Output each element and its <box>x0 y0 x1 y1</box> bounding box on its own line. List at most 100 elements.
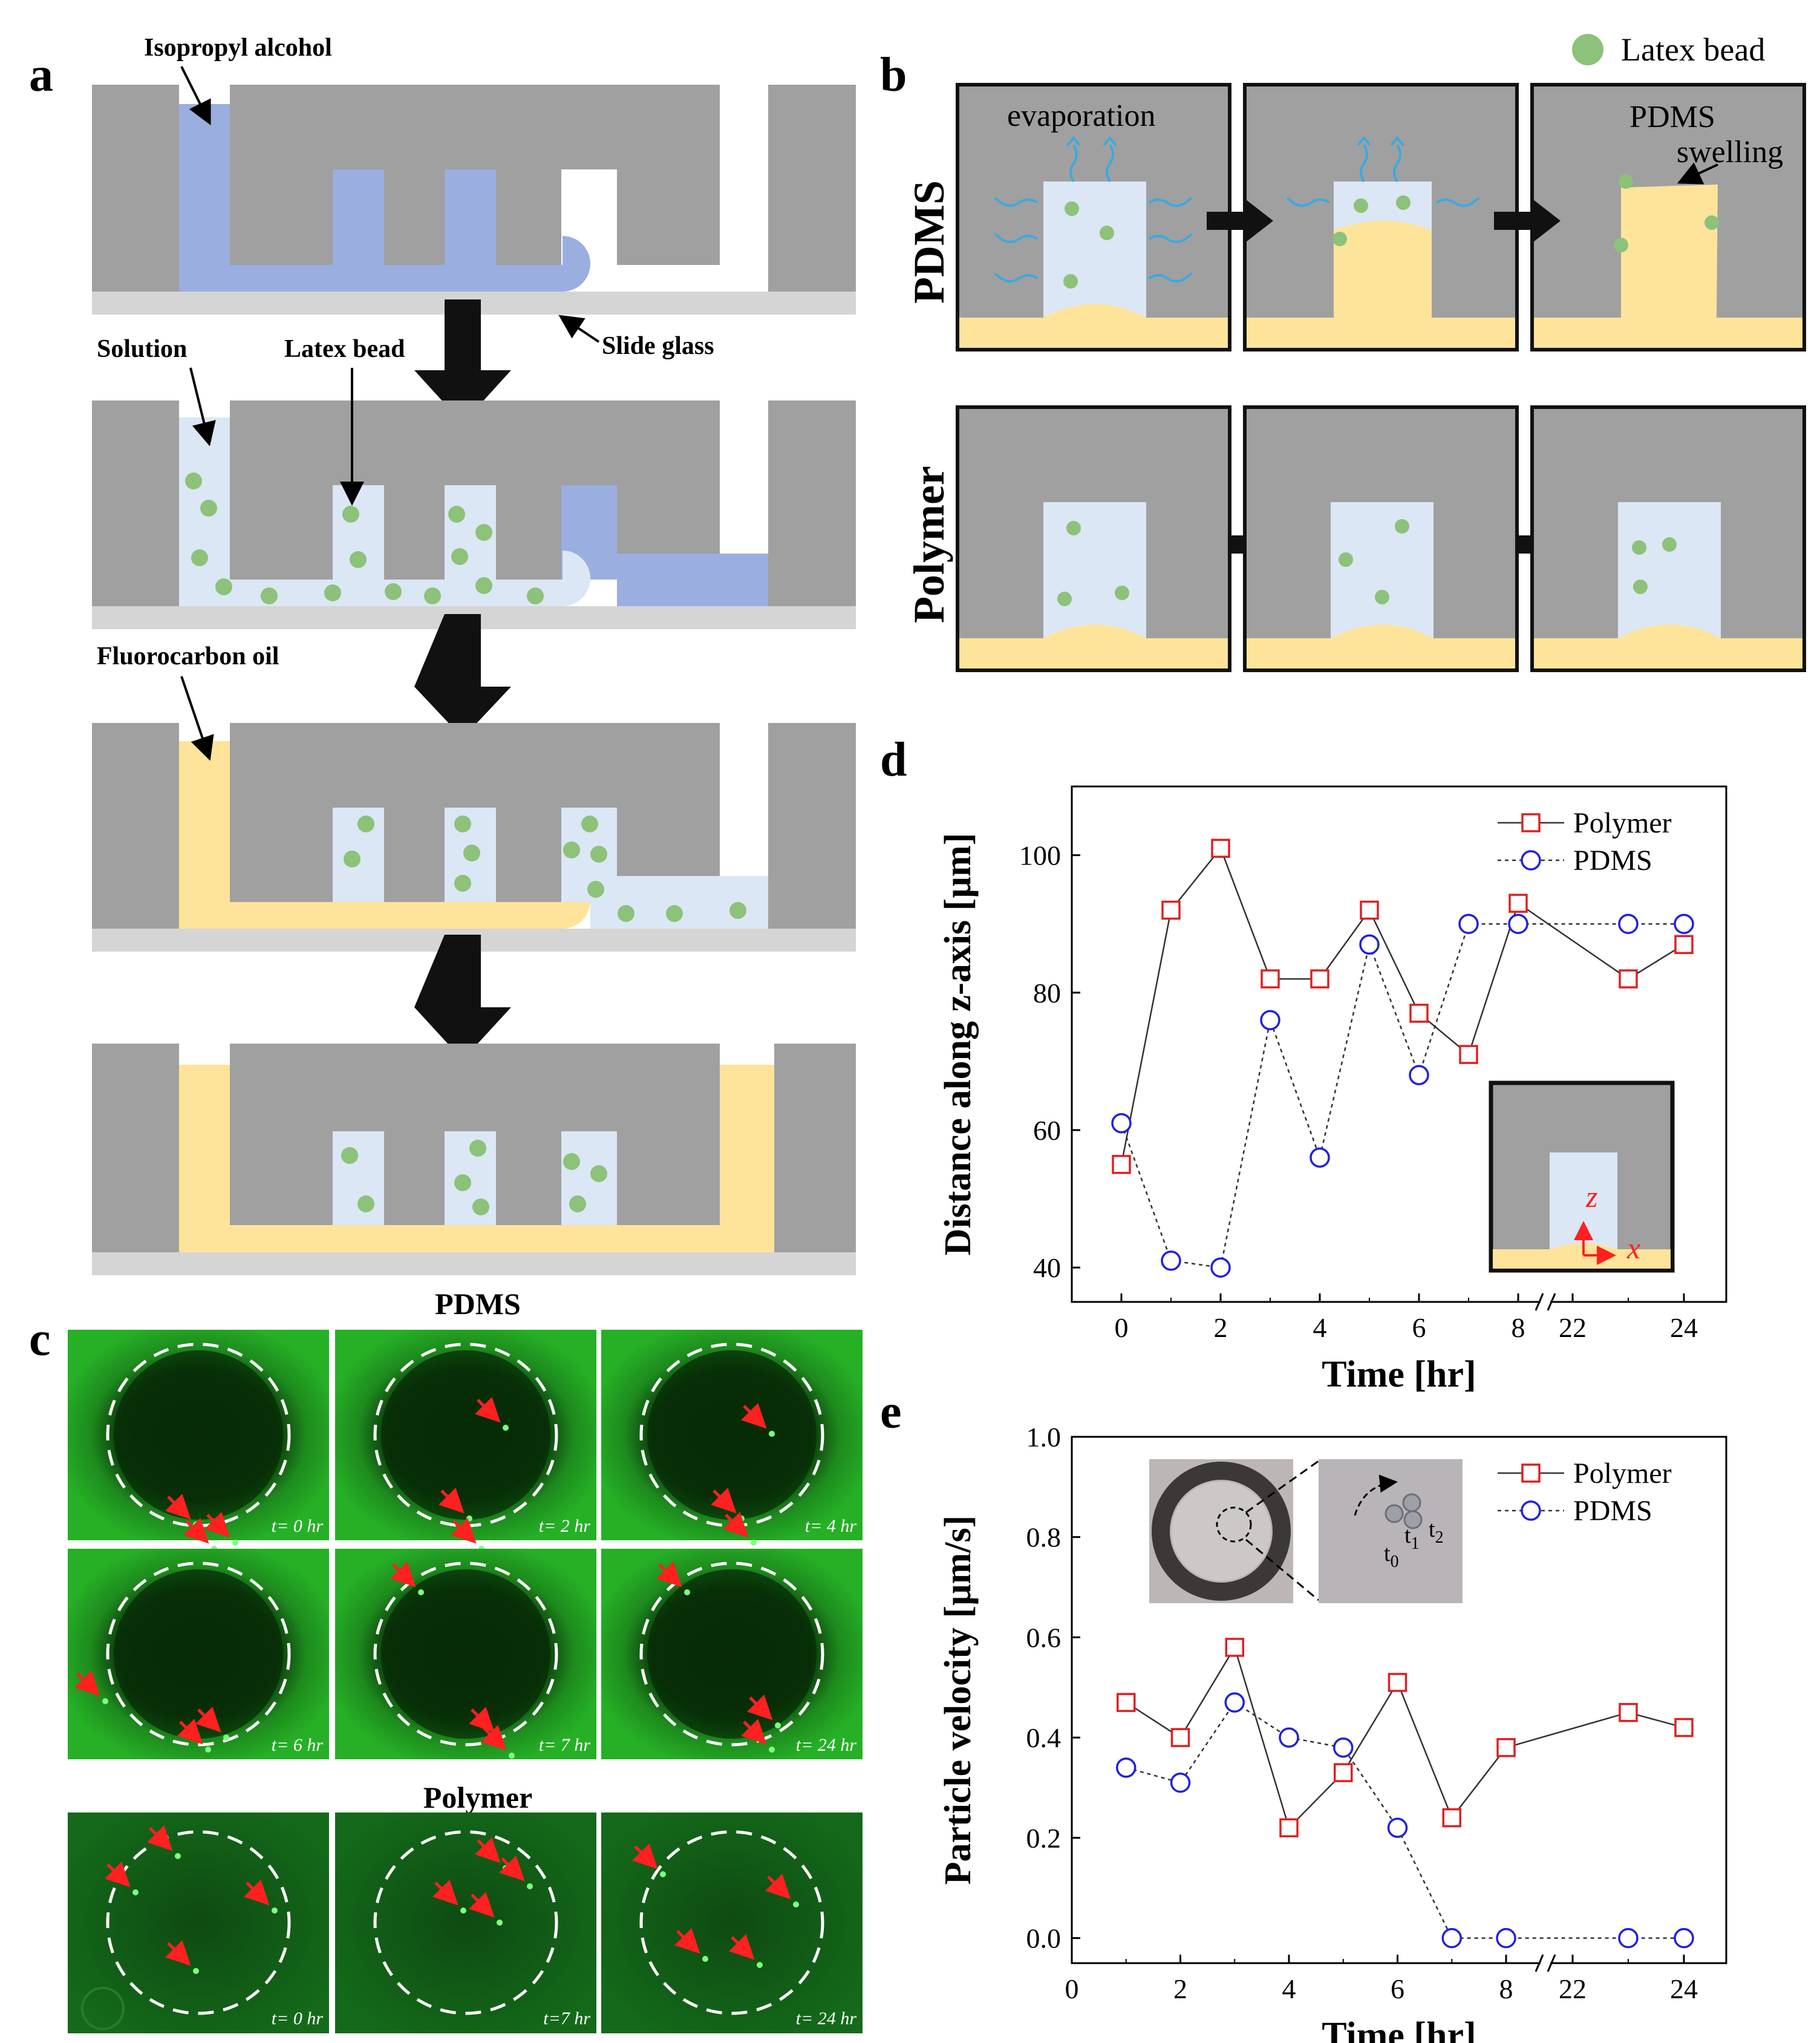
red-arrow <box>469 1892 495 1918</box>
point-polymer <box>1211 838 1230 858</box>
red-arrow <box>74 1670 100 1696</box>
panel-a-step3: Fluorocarbon oil <box>92 642 856 952</box>
point-polymer <box>1261 969 1280 989</box>
label-arrow <box>1677 162 1718 185</box>
bead-group <box>341 1140 607 1215</box>
dashed-boundary <box>373 1561 558 1747</box>
bead-group <box>185 472 544 604</box>
panel-c-label: c <box>29 1313 51 1366</box>
oil-channel <box>230 902 563 929</box>
pdms-block <box>768 723 856 929</box>
label-arrow <box>180 676 214 761</box>
legend-marker <box>1521 1463 1541 1483</box>
label-arrow <box>180 66 211 126</box>
panel-b: b Latex bead PDMS Polymer evaporation PD… <box>880 31 1806 672</box>
point-pdms <box>1387 1817 1408 1839</box>
y-axis-label: Distance along z-axis [µm] <box>938 833 979 1256</box>
point-polymer <box>1334 1763 1353 1782</box>
red-arrow <box>741 1403 767 1429</box>
polymer-title: Polymer <box>423 1780 532 1814</box>
bead-spot <box>102 1698 108 1704</box>
ipa-inlet <box>179 104 230 292</box>
dashed-boundary <box>106 1561 291 1747</box>
red-arrow <box>183 1518 209 1544</box>
point-polymer <box>1496 1737 1516 1757</box>
dashed-boundary <box>639 1561 824 1747</box>
bubble <box>81 1987 125 2030</box>
bead-spot <box>684 1589 690 1595</box>
red-arrow <box>741 1719 767 1745</box>
red-arrow <box>499 1855 525 1881</box>
bead-spot <box>205 1747 211 1753</box>
y-tick-label: 0.6 <box>1026 1622 1062 1653</box>
ipa-outlet <box>617 554 768 606</box>
legend-bead-label: Latex bead <box>1621 31 1765 68</box>
point-pdms <box>1496 1927 1516 1949</box>
pdms-row-box1: evaporation <box>956 83 1231 351</box>
bead-spot <box>527 1883 533 1889</box>
bead-spot <box>769 1747 775 1753</box>
solution-outlet <box>617 876 768 903</box>
red-arrow <box>244 1880 270 1906</box>
point-pdms <box>1224 1692 1245 1713</box>
x-tick-label: 24 <box>1670 1973 1698 2004</box>
bead-spot <box>702 1956 708 1962</box>
point-polymer <box>1674 1718 1694 1737</box>
point-pdms <box>1161 1250 1181 1271</box>
legend-label: Polymer <box>1573 807 1672 839</box>
point-pdms <box>1116 1757 1137 1778</box>
red-arrow <box>711 1488 737 1514</box>
panel-a: a Isopropyl alcohol Slide glass <box>29 34 856 1275</box>
point-pdms <box>1441 1927 1462 1949</box>
polymer-micrograph-tile: t= 0 hr <box>68 1813 329 2033</box>
point-pdms <box>1409 1065 1429 1085</box>
pdms-block <box>768 400 856 606</box>
pdms-block <box>92 400 179 606</box>
point-polymer <box>1117 1693 1136 1712</box>
ipa-channel <box>230 265 563 292</box>
polymer-micrograph-tile: t= 24 hr <box>601 1813 863 2033</box>
x-tick-label: 0 <box>1115 1312 1129 1343</box>
y-tick-label: 0.4 <box>1026 1722 1062 1753</box>
point-polymer <box>1279 1818 1299 1838</box>
axis-break-mark <box>1535 1293 1544 1311</box>
pdms-block <box>92 1044 179 1252</box>
red-arrow <box>165 1494 191 1520</box>
point-polymer <box>1170 1728 1190 1747</box>
bead-spot <box>232 1540 238 1546</box>
series-line-pdms <box>1126 1701 1684 1939</box>
legend-label: Polymer <box>1573 1457 1672 1489</box>
point-pdms <box>1618 914 1639 934</box>
oil-inlet <box>179 741 230 929</box>
point-pdms <box>1170 1772 1191 1793</box>
red-arrow <box>475 1837 501 1863</box>
y-axis-label: Particle velocity [µm/s] <box>938 1515 979 1885</box>
inset-z-label: z <box>1585 1180 1597 1214</box>
red-arrow <box>747 1695 773 1721</box>
solution-chamber <box>561 1131 617 1225</box>
step-arrow <box>414 935 511 1060</box>
fluorocarbon-label: Fluorocarbon oil <box>97 642 279 670</box>
swelling-label-1: PDMS <box>1629 100 1715 134</box>
point-pdms <box>1310 1147 1330 1168</box>
dashed-boundary <box>373 1830 558 2015</box>
y-tick-label: 80 <box>1033 978 1061 1008</box>
slide-glass-label: Slide glass <box>602 332 714 360</box>
legend-marker <box>1521 850 1541 871</box>
x-tick-label: 22 <box>1559 1973 1587 2004</box>
y-tick-label: 100 <box>1019 840 1061 871</box>
panel-d-label: d <box>880 733 907 786</box>
axis-break-gap <box>1541 1298 1550 1306</box>
bead-spot <box>460 1907 466 1914</box>
plot-frame <box>1071 1436 1727 1964</box>
y-tick-label: 1.0 <box>1026 1422 1062 1453</box>
point-pdms <box>1359 934 1380 955</box>
pdms-micrograph-tile: t= 7 hr <box>335 1549 596 1759</box>
pdms-row-box3: PDMS swelling <box>1530 83 1806 351</box>
panel-a-step4 <box>92 1044 856 1275</box>
x-tick-label: 4 <box>1282 1973 1296 2004</box>
point-pdms <box>1618 1927 1639 1949</box>
point-polymer <box>1442 1808 1461 1828</box>
